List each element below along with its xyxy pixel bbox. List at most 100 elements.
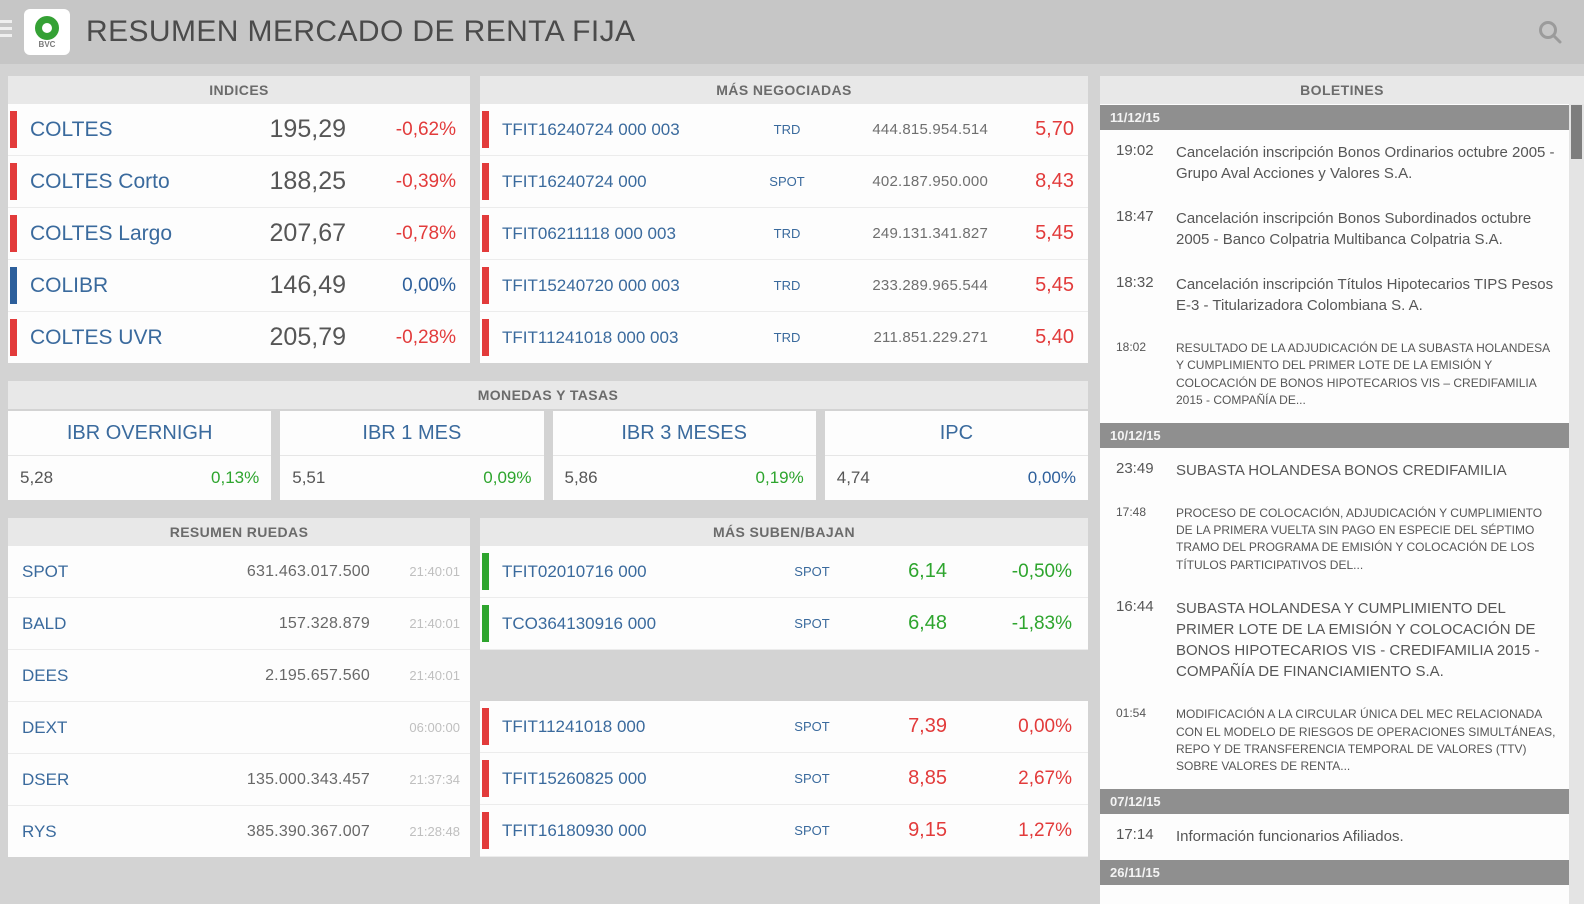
indices-panel-title: INDICES	[8, 76, 470, 104]
resumen-ruedas-title: RESUMEN RUEDAS	[8, 518, 470, 546]
bajan-row[interactable]: TFIT16180930 000 SPOT 9,15 1,27%	[480, 805, 1088, 857]
boletines-list: 11/12/15 19:02 Cancelación inscripción B…	[1100, 104, 1569, 904]
monedas-tasas-section: MONEDAS Y TASAS IBR OVERNIGH 5,28 0,13% …	[8, 381, 1088, 500]
trend-bar-up	[482, 553, 489, 590]
index-change: -0,78%	[395, 222, 456, 244]
rueda-value: 2.195.657.560	[265, 666, 370, 684]
scrollbar-thumb[interactable]	[1571, 105, 1582, 159]
market-label: TRD	[773, 278, 801, 293]
scrollbar-track[interactable]	[1569, 104, 1584, 904]
rueda-name: BALD	[22, 613, 67, 633]
security-symbol: TFIT11241018 000	[502, 716, 646, 736]
rueda-row[interactable]: BALD 157.328.879 21:40:01	[8, 598, 470, 650]
rate-card-change: 0,13%	[211, 468, 260, 487]
boletin-text: MODIFICACIÓN A LA CIRCULAR ÚNICA DEL MEC…	[1176, 707, 1556, 774]
date-separator: 07/12/15	[1100, 788, 1569, 814]
boletin-item[interactable]: 17:48 PROCESO DE COLOCACIÓN, ADJUDICACIÓ…	[1100, 493, 1569, 587]
volume-value: 211.851.229.271	[873, 329, 988, 346]
market-label: SPOT	[769, 174, 805, 189]
rueda-time: 21:37:34	[409, 772, 460, 787]
rate-card-ibr-1mes[interactable]: IBR 1 MES 5,51 0,09%	[280, 411, 544, 500]
boletin-item[interactable]: 23:49 SUBASTA HOLANDESA BONOS CREDIFAMIL…	[1100, 448, 1569, 493]
negociada-row[interactable]: TFIT15240720 000 003 TRD 233.289.965.544…	[480, 260, 1088, 312]
rate-card-title: IBR OVERNIGH	[8, 411, 272, 456]
mas-suben-bajan-panel: MÁS SUBEN/BAJAN TFIT02010716 000 SPOT 6,…	[480, 518, 1088, 857]
negociada-row[interactable]: TFIT16240724 000 SPOT 402.187.950.000 8,…	[480, 156, 1088, 208]
negociada-row[interactable]: TFIT06211118 000 003 TRD 249.131.341.827…	[480, 208, 1088, 260]
trend-bar-down	[482, 215, 489, 252]
rate-value: 9,15	[908, 819, 947, 841]
index-row[interactable]: COLTES UVR 205,79 -0,28%	[8, 312, 470, 363]
rueda-row[interactable]: DEES 2.195.657.560 21:40:01	[8, 650, 470, 702]
index-row[interactable]: COLTES 195,29 -0,62%	[8, 104, 470, 156]
trend-bar-down	[482, 812, 489, 849]
boletin-item[interactable]: 01:54 MODIFICACIÓN A LA CIRCULAR ÚNICA D…	[1100, 694, 1569, 788]
mas-negociadas-panel: MÁS NEGOCIADAS TFIT16240724 000 003 TRD …	[480, 76, 1088, 363]
rueda-value: 631.463.017.500	[246, 562, 370, 580]
volume-value: 402.187.950.000	[872, 173, 988, 190]
boletin-item[interactable]: 18:32 Cancelación inscripción Títulos Hi…	[1100, 262, 1569, 328]
index-value: 207,67	[269, 219, 346, 247]
search-icon[interactable]	[1534, 16, 1566, 48]
index-name: COLIBR	[30, 273, 109, 297]
rueda-row[interactable]: DEXT 06:00:00	[8, 702, 470, 754]
rate-card-value: 5,86	[564, 468, 598, 487]
boletin-item[interactable]: 16:44 SUBASTA HOLANDESA Y CUMPLIMIENTO D…	[1100, 586, 1569, 694]
index-row[interactable]: COLIBR 146,49 0,00%	[8, 260, 470, 312]
rate-card-ipc[interactable]: IPC 4,74 0,00%	[824, 411, 1088, 500]
boletines-title: BOLETINES	[1100, 76, 1584, 104]
rate-card-value: 5,51	[292, 468, 326, 487]
rueda-row[interactable]: RYS 385.390.367.007 21:28:48	[8, 806, 470, 857]
rueda-name: RYS	[22, 821, 57, 841]
boletin-text: Cancelación inscripción Bonos Subordinad…	[1176, 210, 1532, 248]
boletin-time: 18:32	[1116, 274, 1154, 291]
security-symbol: TFIT16180930 000	[502, 820, 647, 840]
security-symbol: TFIT06211118 000 003	[502, 223, 676, 243]
boletin-item[interactable]: 18:02 RESULTADO DE LA ADJUDICACIÓN DE LA…	[1100, 328, 1569, 422]
trend-bar-down	[10, 163, 17, 200]
date-separator: 10/12/15	[1100, 422, 1569, 448]
rate-card-change: 0,19%	[755, 468, 804, 487]
boletin-item[interactable]: 19:02 Cancelación inscripción Bonos Ordi…	[1100, 130, 1569, 196]
rate-card-ibr-overnight[interactable]: IBR OVERNIGH 5,28 0,13%	[8, 411, 272, 500]
boletin-item[interactable]: 18:47 Cancelación inscripción Bonos Subo…	[1100, 196, 1569, 262]
negociada-row[interactable]: TFIT16240724 000 003 TRD 444.815.954.514…	[480, 104, 1088, 156]
boletin-time: 01:54	[1116, 706, 1147, 721]
boletin-time: 18:47	[1116, 208, 1154, 225]
index-change: -0,39%	[395, 170, 456, 192]
boletin-text: SUBASTA HOLANDESA BONOS CREDIFAMILIA	[1176, 461, 1507, 479]
security-symbol: TFIT16240724 000	[502, 171, 647, 191]
index-value: 195,29	[269, 115, 346, 143]
security-symbol: TFIT02010716 000	[502, 561, 647, 581]
rueda-row[interactable]: SPOT 631.463.017.500 21:40:01	[8, 546, 470, 598]
bajan-row[interactable]: TFIT15260825 000 SPOT 8,85 2,67%	[480, 753, 1088, 805]
boletin-time: 17:48	[1116, 504, 1147, 519]
suben-row[interactable]: TCO364130916 000 SPOT 6,48 -1,83%	[480, 598, 1088, 650]
bajan-row[interactable]: TFIT11241018 000 SPOT 7,39 0,00%	[480, 701, 1088, 753]
rueda-row[interactable]: DSER 135.000.343.457 21:37:34	[8, 754, 470, 806]
index-row[interactable]: COLTES Largo 207,67 -0,78%	[8, 208, 470, 260]
rate-value: 5,70	[1035, 118, 1074, 140]
hamburger-icon[interactable]	[0, 20, 12, 37]
index-value: 205,79	[269, 323, 346, 351]
trend-bar-down	[482, 267, 489, 304]
boletin-item[interactable]: 17:14 Información funcionarios Afiliados…	[1100, 814, 1569, 859]
boletin-time: 18:02	[1116, 340, 1147, 354]
rueda-value: 385.390.367.007	[246, 822, 370, 840]
boletin-text: RESULTADO DE LA ADJUDICACIÓN DE LA SUBAS…	[1176, 341, 1550, 408]
security-symbol: TFIT16240724 000 003	[502, 119, 680, 139]
index-row[interactable]: COLTES Corto 188,25 -0,39%	[8, 156, 470, 208]
rate-card-title: IPC	[824, 411, 1088, 456]
trend-bar-down	[482, 319, 489, 356]
market-label: SPOT	[794, 823, 830, 838]
suben-row[interactable]: TFIT02010716 000 SPOT 6,14 -0,50%	[480, 546, 1088, 598]
market-label: SPOT	[794, 771, 830, 786]
change-value: -0,50%	[1011, 560, 1072, 582]
market-label: SPOT	[794, 616, 830, 631]
market-label: TRD	[773, 226, 801, 241]
boletin-time: 17:14	[1116, 825, 1154, 843]
index-name: COLTES UVR	[30, 325, 163, 349]
change-value: 0,00%	[1018, 715, 1072, 737]
rate-card-ibr-3meses[interactable]: IBR 3 MESES 5,86 0,19%	[552, 411, 816, 500]
negociada-row[interactable]: TFIT11241018 000 003 TRD 211.851.229.271…	[480, 312, 1088, 363]
